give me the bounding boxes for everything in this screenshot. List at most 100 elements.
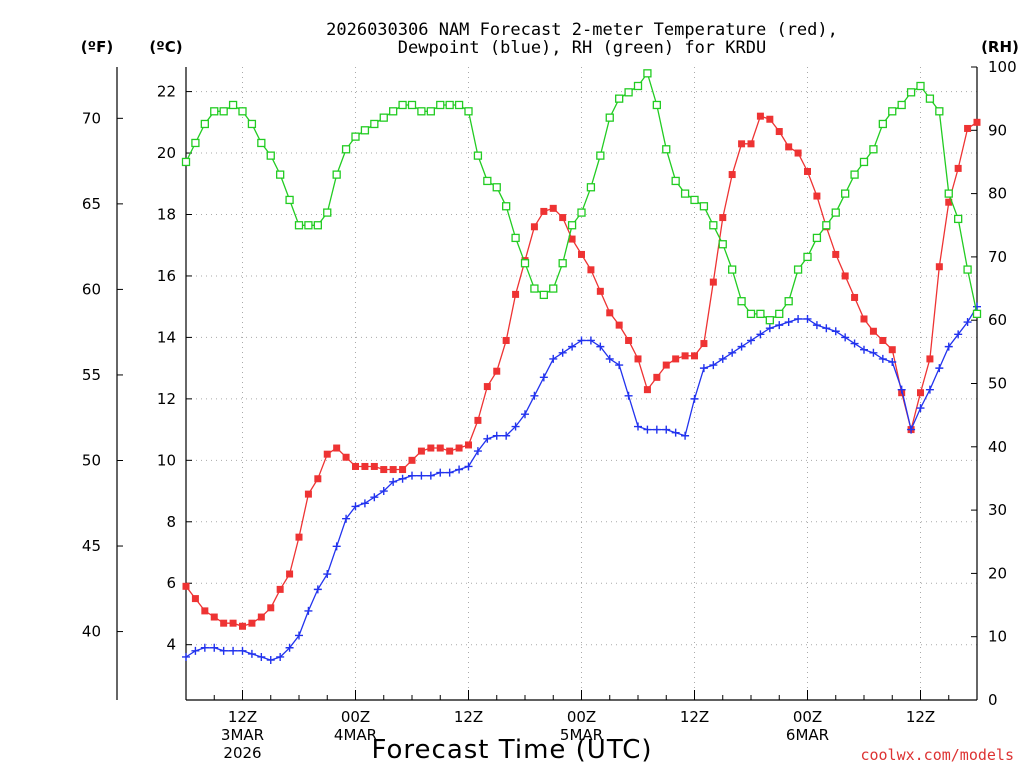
temperature-point [342,453,350,461]
dewpoint-point [436,468,445,477]
dewpoint-point [634,422,642,431]
rh-point [897,100,906,110]
rh-point [690,195,699,205]
rh-point [963,265,972,274]
dewpoint-point [973,302,981,311]
dewpoint-point [784,318,793,327]
rh-point [812,233,822,243]
dewpoint-point [408,471,416,480]
temperature-point [973,118,981,126]
temperature-point [756,112,764,120]
rh-tick-label: 20 [988,564,1007,582]
rh-point [596,151,605,160]
celsius-tick-label: 10 [157,451,176,469]
temperature-point [493,367,501,375]
rh-point [906,88,916,97]
fahrenheit-tick-label: 70 [82,109,101,127]
temperature-point [361,462,369,470]
dewpoint-point [568,342,577,351]
rh-point [888,107,897,116]
temperature-point [295,533,303,541]
rh-point [728,265,737,274]
rh-point [605,113,614,122]
dewpoint-point [379,487,388,496]
dewpoint-point [643,425,652,434]
rh-point [492,183,501,192]
temperature-point [606,309,614,317]
rh-point [878,119,887,129]
rh-point [859,157,869,167]
rh-tick-label: 60 [988,311,1007,329]
rh-point [793,265,803,274]
rh-point [869,145,878,154]
credit-text: coolwx.com/models [860,746,1014,764]
series-line-rh [185,71,978,321]
dewpoint-point [464,462,473,471]
dewpoint-point [775,321,784,330]
dewpoint-point [389,477,398,486]
dewpoint-point [323,570,332,579]
temperature-point [596,287,604,295]
rh-point [219,107,228,116]
chart-title-line-2: Dewpoint (blue), RH (green) for KRDU [398,38,766,58]
temperature-point [766,115,774,123]
rh-point [285,195,294,205]
fahrenheit-unit-label: (ºF) [81,38,113,56]
temperature-point [681,352,689,360]
temperature-point [540,207,548,215]
temperature-point [813,192,821,200]
rh-point [586,183,596,192]
fahrenheit-tick-label: 40 [82,623,101,641]
temperature-point [672,355,680,363]
rh-point [389,107,398,116]
series-line-group [185,71,978,321]
dewpoint-point [445,468,454,477]
dewpoint-point [285,643,294,652]
x-tick-label: 00Z [793,708,822,726]
x-tick-label: 4MAR [334,726,377,744]
temperature-point [785,143,793,151]
temperature-point [380,466,388,474]
rh-point [539,290,548,300]
dewpoint-point [690,394,699,403]
dewpoint-point [558,348,567,357]
rh-tick-label: 100 [988,58,1017,76]
x-tick-label: 2026 [223,744,261,762]
rh-point [944,189,953,198]
dewpoint-point [229,646,238,655]
rh-point [746,309,756,319]
rh-point [247,119,257,129]
temperature-point [201,607,209,615]
dewpoint-point [426,471,435,480]
dewpoint-point [671,428,680,437]
temperature-point [229,619,237,627]
temperature-point [794,149,802,157]
dewpoint-point [483,434,492,443]
temperature-point [775,128,783,136]
rh-point [530,284,539,293]
dewpoint-point [737,342,746,351]
dewpoint-point [747,336,755,345]
temperature-point [502,336,510,344]
dewpoint-point [822,324,831,333]
temperature-point [917,389,924,397]
dewpoint-point [530,391,539,400]
series-rh [181,69,982,325]
dewpoint-point [605,354,614,363]
rh-point [454,100,464,110]
dewpoint-point [398,474,407,483]
rh-point [323,208,332,217]
rh-tick-label: 40 [988,438,1007,456]
temperature-point [436,444,444,452]
rh-point [520,259,530,268]
temperature-point [747,140,755,148]
dewpoint-point [850,339,859,348]
dewpoint-point [295,631,303,640]
rh-point [916,81,925,91]
temperature-point [945,198,953,206]
series-temperature [182,112,981,630]
rh-point [633,81,643,91]
dewpoint-point [662,425,671,434]
temperature-point [709,278,717,286]
temperature-point [352,462,359,470]
